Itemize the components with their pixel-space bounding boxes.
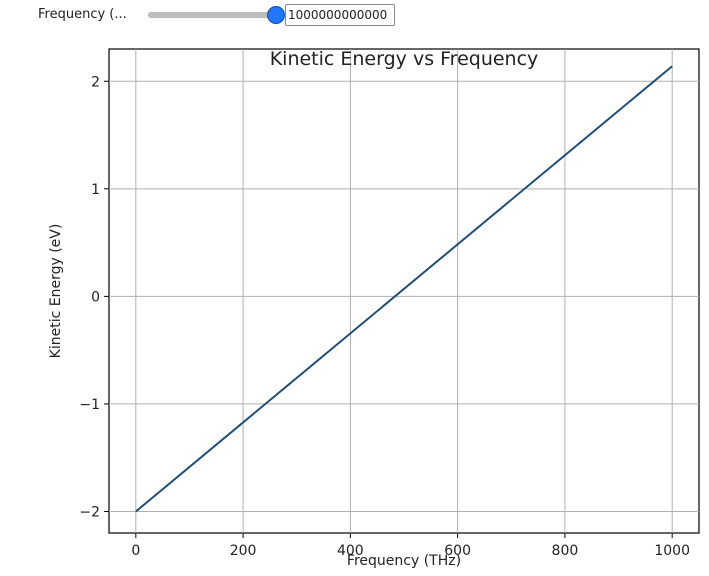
y-tick-label-1: −1 [79,397,100,413]
y-tick-label-2: 0 [91,289,100,305]
series-layer [135,65,673,513]
frequency-slider-fill [148,12,276,18]
frequency-slider-track[interactable] [148,12,276,18]
x-tick-label-0: 0 [131,543,140,559]
kinetic-energy-chart: 0 200 400 600 800 1000 −2 −1 0 1 2 Kinetic Energy… [48,48,700,569]
frequency-value-field[interactable]: 1000000000000 [285,4,395,26]
x-tick-label-3: 600 [444,543,471,559]
y-tick-label-0: −2 [79,504,100,520]
slider-toolbar: Frequency (... 1000000000000 [0,0,709,34]
y-tick-label-4: 2 [91,74,100,90]
y-axis-ticks: −2 −1 0 1 2 [79,74,109,520]
x-tick-label-2: 400 [337,543,364,559]
chart-title: Kinetic Energy vs Frequency [270,48,539,70]
y-axis-label: Kinetic Energy (eV) [48,224,64,359]
grid-lines [109,49,699,533]
series-line-0 [135,65,673,513]
x-tick-label-4: 800 [552,543,579,559]
x-axis-ticks: 0 200 400 600 800 1000 [131,533,690,559]
frequency-slider-handle[interactable] [267,6,285,24]
x-axis-label: Frequency (THz) [347,553,461,569]
y-tick-label-3: 1 [91,182,100,198]
frequency-slider-label: Frequency (... [38,7,127,22]
x-tick-label-5: 1000 [654,543,690,559]
x-tick-label-1: 200 [230,543,257,559]
